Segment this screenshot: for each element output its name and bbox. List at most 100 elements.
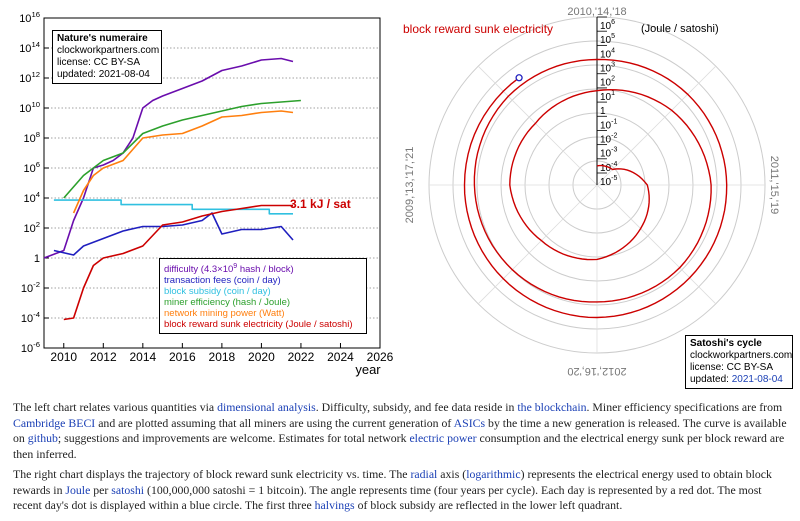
radial-tick-label: 10-4 [600, 161, 617, 174]
polar-grid-spoke [596, 184, 717, 305]
x-axis-label: year [355, 362, 381, 377]
angle-label-top: 2010,'14,'18 [567, 6, 626, 18]
left-chart-legend: difficulty (4.3×109 hash / block) transac… [159, 258, 367, 334]
series-line [72, 110, 294, 214]
charts-canvas: 10-6 10-4 10-2 1 102 104 106 108 1010 1012 1014 101… [19, 6, 780, 377]
caption-text: consumption and the electrical energy su… [13, 431, 785, 461]
series-line [53, 199, 293, 215]
y-tick-label: 1 [34, 253, 40, 265]
info-box-license: license: CC BY-SA [57, 57, 140, 68]
y-tick-label: 102 [23, 220, 40, 235]
caption-link[interactable]: github [27, 431, 58, 445]
caption-left-chart: The left chart relates various quantitie… [13, 400, 789, 462]
caption-text: The left chart relates various quantitie… [13, 400, 218, 414]
caption-right-chart: The right chart displays the trajectory … [13, 467, 789, 514]
x-tick-label: 2024 [327, 350, 354, 364]
radial-tick-label: 104 [600, 47, 615, 60]
x-tick-label: 2016 [169, 350, 196, 364]
caption-text: axis ( [437, 467, 467, 481]
x-tick-label: 2026 [367, 350, 394, 364]
caption-text: per [90, 482, 112, 497]
caption-link[interactable]: halvings [314, 498, 355, 512]
x-tick-label: 2010 [50, 350, 77, 364]
radial-tick-label: 10-5 [600, 175, 617, 188]
y-tick-label: 1016 [19, 10, 40, 25]
info-box-license: license: CC BY-SA [690, 362, 773, 373]
y-tick-label: 10-6 [21, 340, 40, 355]
info-box-title: Satoshi's cycle [690, 338, 762, 349]
y-tick-label: 1010 [19, 100, 40, 115]
series-line [53, 212, 294, 256]
polar-grid-spoke [477, 184, 598, 305]
caption-link[interactable]: dimensional analysis [217, 400, 316, 414]
info-box-site: clockworkpartners.com [690, 350, 793, 361]
plot-frame [43, 17, 381, 349]
y-tick-label: 1014 [19, 40, 41, 55]
caption-link[interactable]: radial [410, 467, 438, 481]
annotation-label: 3.1 kJ / sat [290, 197, 351, 211]
legend-entry: block reward sunk electricity (Joule / s… [164, 319, 353, 331]
radial-tick-label: 105 [600, 33, 615, 46]
caption-text: by the time a new generation is released… [13, 415, 787, 446]
series-line [63, 204, 293, 321]
x-tick-label: 2018 [209, 350, 236, 364]
caption-link[interactable]: electric power [409, 431, 477, 445]
satoshi-cycle-info-box: Satoshi's cycle clockworkpartners.com li… [685, 335, 793, 389]
info-box-updated: updated: 2021-08-04 [57, 69, 150, 80]
legend-entry: block subsidy (coin / day) [164, 286, 271, 298]
polar-grid-spoke [596, 65, 717, 186]
caption-text: (100,000,000 satoshi = 1 bitcoin). The a… [13, 482, 762, 513]
caption-text: and are plotted assuming that all miners… [95, 415, 454, 430]
legend-entry: network mining power (Watt) [164, 308, 285, 320]
radial-tick-label: 1 [600, 106, 606, 117]
caption-link[interactable]: satoshi [111, 482, 145, 497]
x-tick-label: 2020 [248, 350, 275, 364]
legend-entry: transaction fees (coin / day) [164, 275, 281, 287]
info-box-title: Nature's numeraire [57, 33, 148, 44]
info-box-updated: updated: 2021-08-04 [690, 374, 788, 386]
angle-label-left: 2009,'13,'17,'21 [404, 147, 416, 224]
current-point-marker [515, 74, 523, 82]
radial-tick-label: 101 [600, 90, 615, 103]
caption-text: The right chart displays the trajectory … [13, 467, 411, 481]
radial-tick-label: 10-2 [600, 132, 617, 145]
y-tick-label: 106 [23, 160, 40, 175]
radial-tick-label: 106 [600, 19, 615, 32]
x-tick-label: 2012 [90, 350, 117, 364]
updated-date-link[interactable]: 2021-08-04 [731, 374, 783, 385]
caption-link[interactable]: the blockchain [517, 400, 587, 414]
radial-tick-label: 102 [600, 76, 615, 89]
info-box-site: clockworkpartners.com [57, 45, 160, 56]
caption-link[interactable]: Cambridge BECI [13, 415, 96, 430]
angle-label-right: 2011,'15,'19 [768, 156, 780, 214]
caption-link[interactable]: logarithmic [466, 467, 521, 481]
y-tick-label: 1012 [19, 70, 40, 85]
nature-numeraire-info-box: Nature's numeraire clockworkpartners.com… [52, 30, 162, 84]
x-tick-label: 2014 [129, 350, 156, 364]
radial-unit-label: (Joule / satoshi) [641, 23, 719, 35]
series-line [63, 99, 301, 199]
series-line [43, 57, 294, 259]
updated-prefix: updated: [690, 374, 732, 385]
y-tick-label: 104 [23, 190, 40, 205]
angle-label-bottom: 2012,'16,'20 [567, 365, 626, 377]
polar-grid-spoke [477, 65, 598, 186]
caption-text: ; suggestions and improvements are welco… [57, 431, 410, 445]
left-chart: 10-6 10-4 10-2 1 102 104 106 108 1010 1012 1014 101… [19, 10, 393, 377]
caption-text: . Difficulty, subsidy, and fee data resi… [315, 400, 518, 414]
caption-text: ) represents the electrical energy used … [13, 467, 772, 497]
radial-tick-label: 10-1 [600, 118, 617, 131]
legend-entry: miner efficiency (hash / Joule) [164, 297, 291, 309]
radial-tick-label: 103 [600, 62, 615, 75]
caption-text: of block subsidy are reflected in the lo… [354, 498, 623, 512]
x-tick-label: 2022 [288, 350, 315, 364]
caption-text: . Miner efficiency specifications are fr… [586, 400, 783, 414]
y-tick-label: 108 [23, 130, 40, 145]
y-tick-label: 10-2 [21, 280, 40, 295]
y-tick-label: 10-4 [21, 310, 41, 325]
radial-tick-label: 10-3 [600, 147, 617, 160]
caption-link[interactable]: Joule [65, 482, 91, 497]
spiral-trajectory [463, 58, 728, 319]
caption-link[interactable]: ASICs [453, 415, 486, 430]
